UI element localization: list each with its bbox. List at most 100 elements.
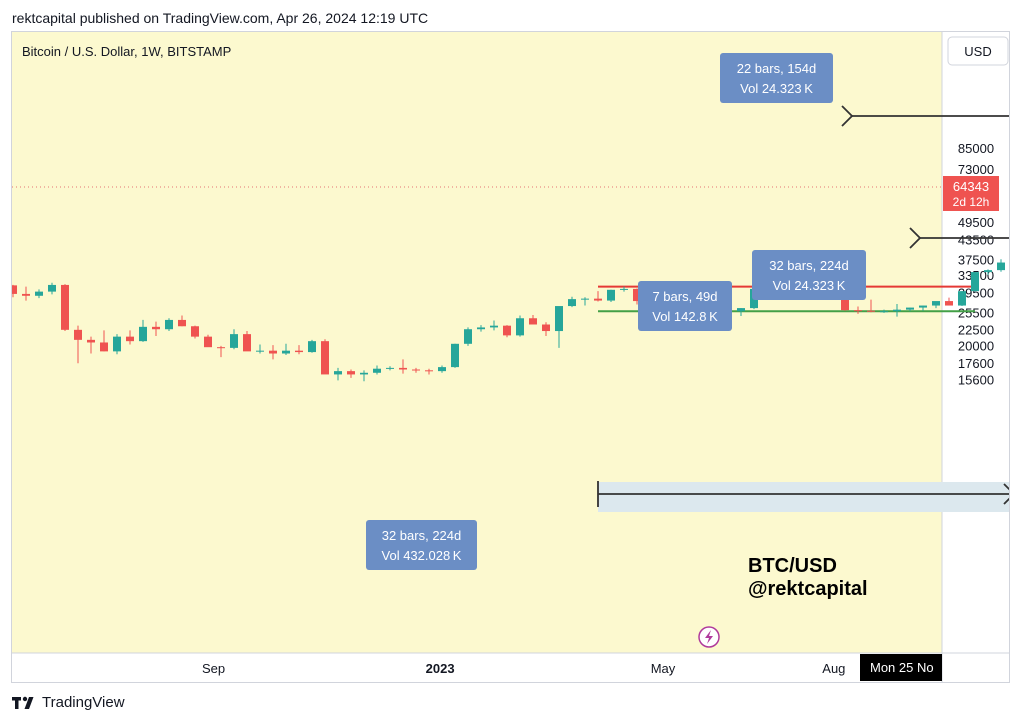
time-axis-background bbox=[12, 653, 1009, 682]
candle-41 bbox=[542, 322, 550, 337]
candle-67 bbox=[880, 309, 888, 313]
candle-body bbox=[516, 318, 524, 336]
candle-body bbox=[854, 310, 862, 312]
vline-date-label: Mon 25 No bbox=[870, 660, 934, 675]
candle-body bbox=[880, 311, 888, 313]
candle-40 bbox=[529, 314, 537, 325]
candle-4 bbox=[61, 284, 69, 332]
candle-body bbox=[542, 324, 550, 332]
candle-48 bbox=[633, 288, 641, 305]
candle-body bbox=[451, 343, 459, 368]
candle-2 bbox=[35, 289, 43, 299]
candle-1 bbox=[22, 286, 30, 301]
range-arrows bbox=[597, 105, 1009, 507]
candle-body bbox=[958, 291, 966, 306]
candle-body bbox=[321, 341, 329, 375]
annotation-bg bbox=[366, 520, 477, 570]
candle-body bbox=[594, 298, 602, 301]
candle-body bbox=[555, 306, 563, 332]
chart-frame[interactable]: 8500073000570004950043500375003350029500… bbox=[11, 31, 1010, 683]
annotation-line2: Vol 24.323 K bbox=[773, 278, 846, 293]
annotation-line1: 7 bars, 49d bbox=[652, 289, 717, 304]
candle-body bbox=[191, 326, 199, 337]
candle-body bbox=[399, 367, 407, 370]
last-price-value: 64343 bbox=[953, 179, 989, 194]
candle-body bbox=[932, 301, 940, 306]
annotation-line1: 32 bars, 224d bbox=[382, 528, 462, 543]
price-axis-background bbox=[942, 32, 1009, 653]
candle-34 bbox=[451, 343, 459, 368]
candle-14 bbox=[191, 325, 199, 339]
candle-body bbox=[282, 350, 290, 354]
candle-20 bbox=[269, 345, 277, 360]
currency-button[interactable]: USD bbox=[947, 36, 1009, 66]
candle-23 bbox=[308, 339, 316, 353]
candle-31 bbox=[412, 367, 420, 373]
watermark-handle: @rektcapital bbox=[748, 578, 868, 600]
candle-body bbox=[529, 318, 537, 325]
candle-body bbox=[230, 334, 238, 348]
candle-29 bbox=[386, 366, 394, 371]
candle-73 bbox=[958, 291, 966, 307]
candle-body bbox=[893, 309, 901, 312]
candle-body bbox=[243, 334, 251, 352]
price-tick-7: 29500 bbox=[958, 285, 994, 300]
annotation-line1: 32 bars, 224d bbox=[769, 258, 849, 273]
candle-22 bbox=[295, 345, 303, 355]
price-tick-5: 37500 bbox=[958, 253, 994, 268]
candle-body bbox=[438, 367, 446, 372]
annotation-bg bbox=[720, 53, 833, 103]
arrow-32-bars bbox=[909, 227, 1009, 249]
candle-body bbox=[74, 329, 82, 340]
candle-43 bbox=[568, 296, 576, 308]
candle-body bbox=[412, 369, 420, 371]
candle-18 bbox=[243, 331, 251, 352]
candle-body bbox=[256, 350, 264, 352]
candle-body bbox=[945, 301, 953, 306]
candle-70 bbox=[919, 305, 927, 311]
annotation-line1: 22 bars, 154d bbox=[737, 61, 817, 76]
published-header: rektcapital published on TradingView.com… bbox=[12, 10, 429, 26]
candle-11 bbox=[152, 321, 160, 337]
candle-body bbox=[568, 299, 576, 307]
candle-body bbox=[373, 368, 381, 373]
time-tick-0: Sep bbox=[202, 661, 225, 676]
candlestick-chart[interactable]: 8500073000570004950043500375003350029500… bbox=[12, 32, 1009, 682]
annotation-line2: Vol 142.8 K bbox=[652, 309, 718, 324]
candle-16 bbox=[217, 345, 225, 358]
candle-26 bbox=[347, 369, 355, 378]
replay-icon[interactable] bbox=[698, 626, 720, 648]
candle-74 bbox=[971, 272, 979, 292]
candle-47 bbox=[620, 286, 628, 292]
candle-8 bbox=[113, 334, 121, 355]
candle-body bbox=[360, 372, 368, 375]
candle-body bbox=[217, 347, 225, 349]
time-tick-2: May bbox=[651, 661, 676, 676]
watermark-pair: BTC/USD bbox=[748, 555, 837, 577]
candle-body bbox=[269, 350, 277, 354]
price-tick-0: 85000 bbox=[958, 141, 994, 156]
candle-body bbox=[35, 291, 43, 296]
tradingview-logo[interactable]: TradingView bbox=[12, 694, 125, 711]
candle-46 bbox=[607, 289, 615, 303]
candle-42 bbox=[555, 306, 563, 348]
candle-21 bbox=[282, 343, 290, 355]
arrow-22-bars bbox=[841, 105, 1009, 127]
time-axis-ticks: Sep2023MayAug2024Sep bbox=[202, 661, 845, 676]
price-tick-3: 49500 bbox=[958, 215, 994, 230]
candle-10 bbox=[139, 319, 147, 342]
candle-body bbox=[347, 371, 355, 375]
price-tick-10: 20000 bbox=[958, 339, 994, 354]
annotation-box-2: 7 bars, 49d Vol 142.8 K bbox=[638, 281, 732, 331]
candle-body bbox=[906, 307, 914, 310]
candle-32 bbox=[425, 368, 433, 375]
candle-body bbox=[61, 284, 69, 330]
candle-27 bbox=[360, 370, 368, 382]
date-ranges bbox=[598, 482, 1009, 512]
price-tick-4: 43500 bbox=[958, 232, 994, 247]
candle-25 bbox=[334, 367, 342, 381]
candle-7 bbox=[100, 330, 108, 352]
candle-body bbox=[204, 336, 212, 348]
candle-body bbox=[139, 326, 147, 342]
candle-body bbox=[126, 336, 134, 342]
